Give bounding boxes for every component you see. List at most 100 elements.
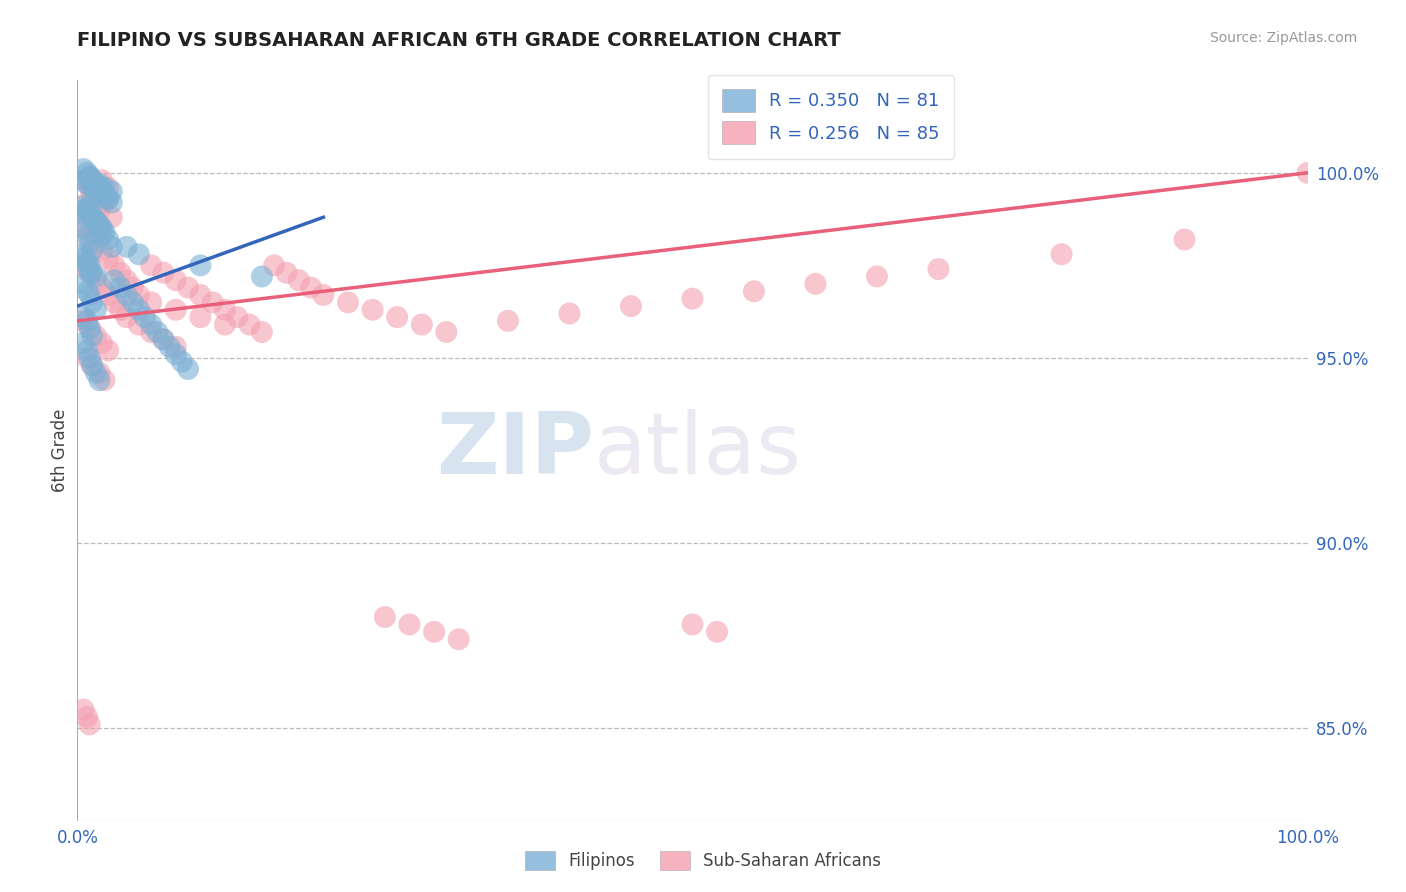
Point	[103, 273, 125, 287]
Legend: Filipinos, Sub-Saharan Africans: Filipinos, Sub-Saharan Africans	[519, 844, 887, 877]
Text: ZIP: ZIP	[436, 409, 595, 492]
Point	[76, 166, 98, 180]
Point	[121, 280, 143, 294]
Point	[115, 310, 138, 325]
Point	[423, 624, 446, 639]
Point	[79, 351, 101, 365]
Point	[82, 211, 104, 225]
Point	[84, 273, 107, 287]
Point	[79, 228, 101, 243]
Point	[97, 180, 120, 194]
Point	[141, 325, 163, 339]
Point	[72, 173, 94, 187]
Point	[159, 340, 181, 354]
Point	[93, 188, 115, 202]
Point	[93, 225, 115, 239]
Point	[165, 302, 187, 317]
Point	[250, 269, 273, 284]
Point	[1174, 232, 1197, 246]
Point	[72, 221, 94, 235]
Text: FILIPINO VS SUBSAHARAN AFRICAN 6TH GRADE CORRELATION CHART: FILIPINO VS SUBSAHARAN AFRICAN 6TH GRADE…	[77, 31, 841, 50]
Point	[141, 295, 163, 310]
Point	[82, 359, 104, 373]
Point	[165, 347, 187, 361]
Point	[76, 343, 98, 358]
Point	[90, 188, 114, 202]
Y-axis label: 6th Grade: 6th Grade	[51, 409, 69, 492]
Point	[79, 169, 101, 184]
Point	[152, 332, 174, 346]
Point	[226, 310, 249, 325]
Point	[128, 247, 150, 261]
Point	[84, 328, 107, 343]
Point	[682, 617, 704, 632]
Point	[79, 180, 101, 194]
Point	[866, 269, 889, 284]
Point	[76, 211, 98, 225]
Point	[201, 295, 224, 310]
Point	[361, 302, 384, 317]
Point	[97, 251, 120, 265]
Point	[115, 273, 138, 287]
Point	[299, 280, 322, 294]
Point	[101, 184, 124, 198]
Point	[682, 292, 704, 306]
Point	[76, 195, 98, 210]
Point	[84, 184, 107, 198]
Point	[134, 310, 156, 325]
Point	[72, 258, 94, 272]
Point	[72, 247, 94, 261]
Point	[89, 221, 111, 235]
Point	[89, 218, 111, 232]
Point	[97, 192, 120, 206]
Point	[72, 336, 94, 351]
Point	[128, 302, 150, 317]
Point	[82, 266, 104, 280]
Point	[89, 202, 111, 217]
Point	[276, 266, 298, 280]
Point	[82, 180, 104, 194]
Point	[103, 295, 125, 310]
Point	[72, 162, 94, 177]
Point	[110, 302, 132, 317]
Point	[84, 214, 107, 228]
Point	[72, 221, 94, 235]
Point	[385, 310, 409, 325]
Point	[82, 206, 104, 220]
Point	[250, 325, 273, 339]
Point	[101, 195, 124, 210]
Point	[84, 302, 107, 317]
Point	[90, 244, 114, 258]
Point	[128, 318, 150, 332]
Point	[90, 221, 114, 235]
Point	[928, 262, 950, 277]
Point	[152, 332, 174, 346]
Point	[84, 269, 107, 284]
Point	[76, 228, 98, 243]
Point	[742, 285, 765, 299]
Point	[72, 251, 94, 265]
Point	[620, 299, 643, 313]
Point	[93, 195, 115, 210]
Point	[82, 359, 104, 373]
Point	[141, 318, 163, 332]
Point	[79, 266, 101, 280]
Point	[84, 188, 107, 202]
Point	[90, 228, 114, 243]
Point	[79, 321, 101, 335]
Point	[110, 280, 132, 294]
Point	[214, 302, 236, 317]
Point	[312, 288, 335, 302]
Point	[1296, 166, 1319, 180]
Point	[82, 173, 104, 187]
Point	[90, 336, 114, 351]
Point	[398, 617, 420, 632]
Point	[115, 288, 138, 302]
Point	[93, 373, 115, 387]
Point	[447, 632, 470, 647]
Point	[188, 258, 212, 272]
Point	[79, 717, 101, 731]
Point	[337, 295, 360, 310]
Point	[165, 340, 187, 354]
Point	[374, 610, 396, 624]
